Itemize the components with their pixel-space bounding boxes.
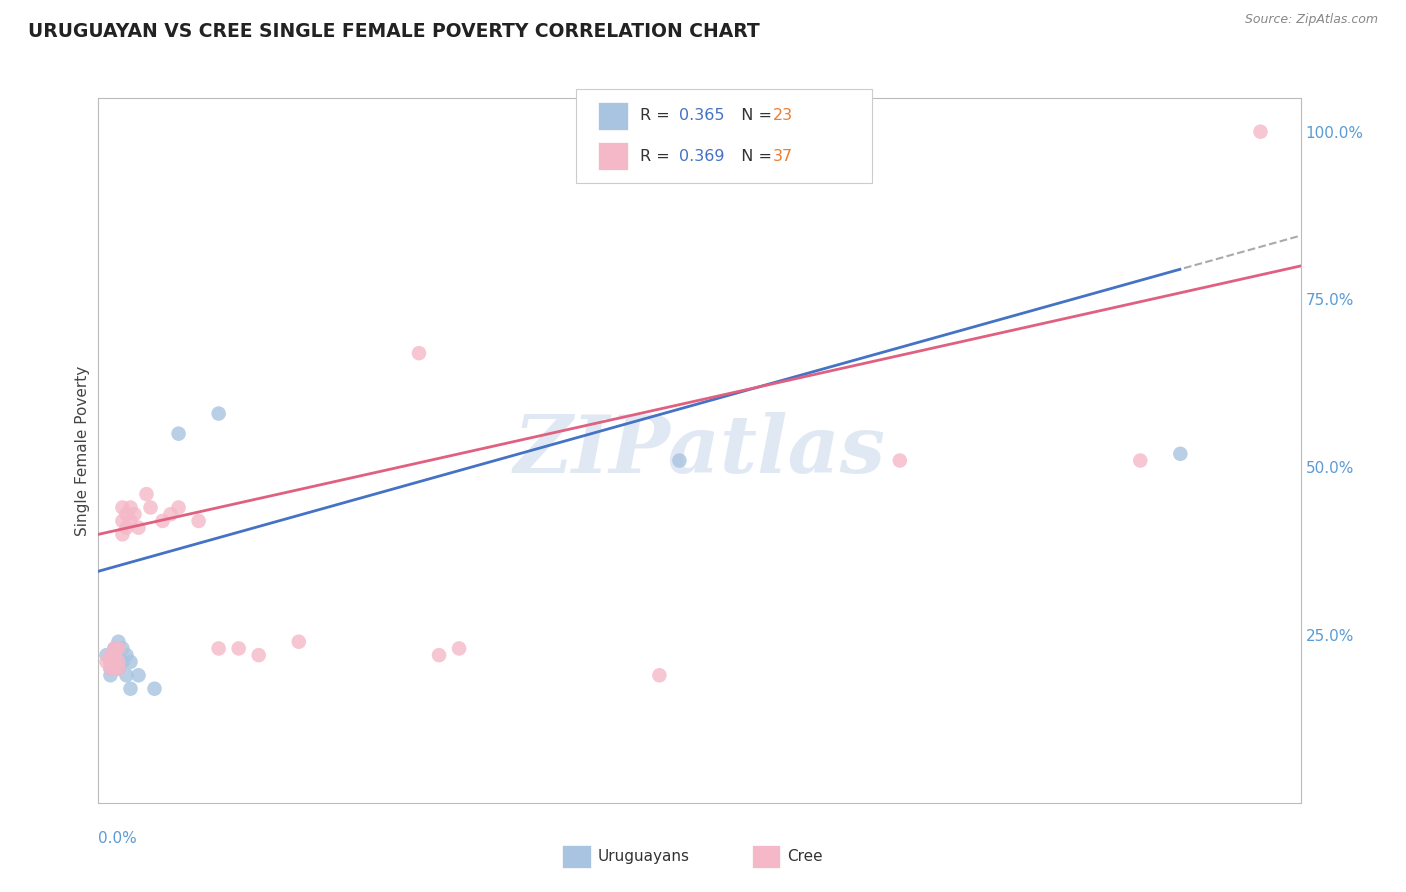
Point (111, 655, 134, 669)
Point (187, 514, 209, 528)
Point (1170, 447, 1192, 461)
Point (107, 641, 129, 656)
Point (107, 662, 129, 676)
Point (107, 648, 129, 662)
Point (103, 662, 125, 676)
Text: 23: 23 (773, 109, 793, 123)
Point (100, 668, 122, 682)
Point (100, 648, 122, 662)
Point (103, 648, 125, 662)
Point (288, 634, 311, 648)
Text: R =: R = (640, 109, 675, 123)
Point (111, 500, 134, 515)
Point (159, 507, 181, 521)
Point (100, 662, 122, 676)
Point (107, 655, 129, 669)
Point (103, 641, 125, 656)
Text: 0.365: 0.365 (679, 109, 724, 123)
Text: R =: R = (640, 149, 675, 163)
Point (115, 521, 138, 535)
Text: Cree: Cree (787, 849, 823, 863)
Point (96, 648, 118, 662)
Point (103, 655, 125, 669)
Point (115, 668, 138, 682)
Point (120, 681, 142, 696)
Point (427, 648, 450, 662)
Point (115, 507, 138, 521)
Point (648, 668, 671, 682)
Point (247, 648, 270, 662)
Point (1250, 125, 1272, 139)
Point (135, 487, 157, 501)
Point (103, 641, 125, 656)
Point (228, 641, 250, 656)
Point (120, 500, 142, 515)
Text: Uruguayans: Uruguayans (598, 849, 689, 863)
Point (167, 426, 190, 441)
Point (889, 453, 911, 467)
Text: URUGUAYAN VS CREE SINGLE FEMALE POVERTY CORRELATION CHART: URUGUAYAN VS CREE SINGLE FEMALE POVERTY … (28, 22, 759, 41)
Point (208, 407, 231, 421)
Point (111, 514, 134, 528)
Point (115, 648, 138, 662)
Point (107, 662, 129, 676)
Point (143, 681, 166, 696)
Point (139, 500, 162, 515)
Text: 37: 37 (773, 149, 793, 163)
Point (111, 527, 134, 541)
Text: N =: N = (731, 149, 778, 163)
Point (100, 662, 122, 676)
Point (668, 453, 690, 467)
Point (103, 648, 125, 662)
Point (103, 655, 125, 669)
Point (124, 507, 146, 521)
Y-axis label: Single Female Poverty: Single Female Poverty (75, 366, 90, 535)
Text: Source: ZipAtlas.com: Source: ZipAtlas.com (1244, 13, 1378, 27)
Point (111, 641, 134, 656)
Point (128, 521, 150, 535)
Point (103, 662, 125, 676)
Point (447, 641, 470, 656)
Point (120, 655, 142, 669)
Point (208, 641, 231, 656)
Point (107, 634, 129, 648)
Point (408, 346, 430, 360)
Text: ZIPatlas: ZIPatlas (513, 412, 886, 489)
Point (120, 514, 142, 528)
Point (1129, 453, 1152, 467)
Text: 0.0%: 0.0% (98, 831, 138, 846)
Point (152, 514, 174, 528)
Text: N =: N = (731, 109, 778, 123)
Text: 0.369: 0.369 (679, 149, 724, 163)
Point (128, 668, 150, 682)
Point (100, 655, 122, 669)
Point (167, 500, 190, 515)
Point (96, 655, 118, 669)
Point (100, 655, 122, 669)
